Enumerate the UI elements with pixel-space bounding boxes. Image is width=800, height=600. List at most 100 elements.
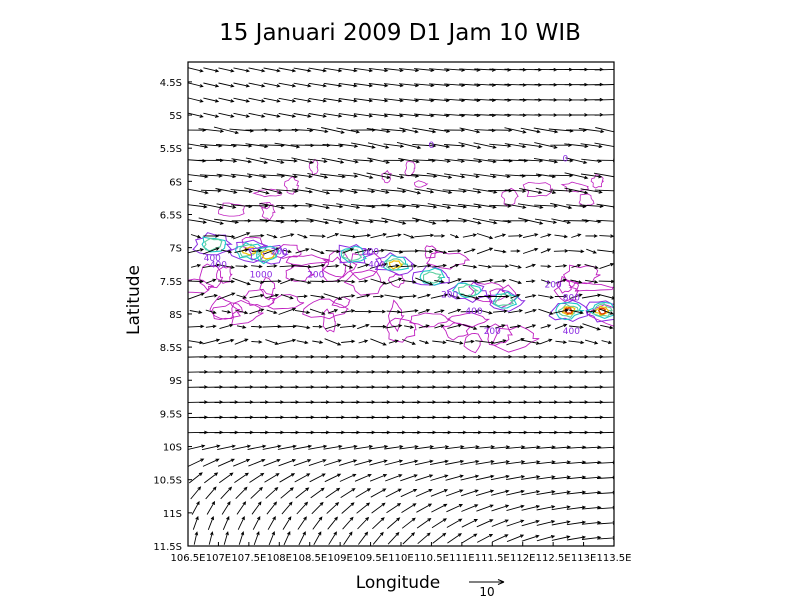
wind-vector bbox=[190, 263, 202, 268]
contour-label: 200 bbox=[545, 280, 562, 290]
wind-vector bbox=[430, 474, 449, 481]
wind-vector bbox=[368, 83, 389, 88]
wind-vector bbox=[383, 113, 404, 118]
wind-vector bbox=[263, 97, 281, 103]
wind-vector bbox=[190, 234, 202, 239]
wind-vector bbox=[308, 444, 328, 450]
wind-vector bbox=[354, 247, 373, 254]
wind-vector bbox=[356, 502, 371, 514]
wind-vector bbox=[428, 128, 451, 133]
wind-vector bbox=[326, 233, 340, 239]
wind-vector bbox=[280, 233, 295, 238]
wind-vector bbox=[521, 519, 540, 527]
wind-vector bbox=[476, 519, 494, 528]
wind-vector bbox=[368, 113, 389, 118]
contour-line bbox=[302, 298, 350, 320]
wind-vector bbox=[415, 249, 434, 254]
wind-vector bbox=[444, 143, 466, 148]
x-tick-label: 112.5E bbox=[536, 553, 571, 564]
wind-vector bbox=[476, 504, 494, 512]
wind-vector bbox=[367, 157, 391, 164]
wind-vector bbox=[353, 98, 374, 103]
contour-line bbox=[522, 181, 554, 197]
contour-line bbox=[242, 288, 276, 308]
wind-vector bbox=[444, 445, 465, 450]
contour-line bbox=[385, 258, 407, 271]
wind-vector bbox=[265, 293, 280, 299]
wind-vector bbox=[219, 472, 234, 484]
wind-vector bbox=[460, 173, 480, 179]
wind-vector bbox=[581, 535, 602, 540]
contour-line bbox=[388, 260, 404, 270]
wind-vector bbox=[594, 99, 614, 101]
wind-vector bbox=[525, 324, 537, 329]
wind-vector bbox=[386, 503, 402, 514]
wind-vector bbox=[293, 82, 312, 88]
wind-vector bbox=[509, 278, 522, 285]
y-tick-label: 10S bbox=[163, 443, 182, 454]
wind-vector bbox=[312, 340, 324, 344]
wind-vector bbox=[342, 248, 355, 254]
wind-vector bbox=[320, 173, 346, 179]
y-tick-label: 8.5S bbox=[160, 343, 182, 354]
wind-vector bbox=[339, 473, 357, 482]
wind-vector bbox=[336, 127, 361, 134]
wind-vector bbox=[584, 339, 599, 345]
wind-vector bbox=[555, 278, 567, 284]
wind-vector bbox=[244, 187, 270, 195]
wind-vector bbox=[221, 310, 232, 314]
contour-line bbox=[494, 293, 515, 307]
wind-vector bbox=[475, 489, 495, 497]
wind-vector bbox=[551, 535, 571, 541]
wind-vector bbox=[218, 82, 235, 88]
wind-vector bbox=[323, 293, 343, 301]
wind-vector bbox=[476, 534, 494, 543]
wind-vector bbox=[448, 249, 462, 253]
wind-vector bbox=[338, 82, 358, 88]
wind-vector bbox=[249, 233, 265, 238]
wind-vector bbox=[263, 82, 281, 88]
wind-vector bbox=[371, 309, 387, 314]
wind-vector bbox=[586, 248, 597, 254]
wind-vector bbox=[232, 277, 251, 286]
wind-vector bbox=[601, 340, 613, 345]
wind-vector bbox=[381, 128, 407, 133]
wind-vector bbox=[327, 516, 338, 530]
wind-vector bbox=[324, 323, 341, 330]
wind-vector bbox=[367, 188, 390, 194]
wind-vector bbox=[207, 515, 215, 530]
wind-vector bbox=[218, 264, 235, 269]
wind-vector bbox=[445, 459, 465, 465]
wind-vector bbox=[188, 174, 209, 179]
wind-vector bbox=[278, 112, 297, 118]
wind-vector bbox=[399, 459, 419, 466]
wind-vector bbox=[338, 67, 358, 73]
wind-vector bbox=[267, 515, 276, 530]
y-tick-label: 10.5S bbox=[153, 476, 182, 487]
wind-vector bbox=[594, 189, 614, 192]
wind-vector bbox=[460, 293, 480, 300]
wind-vector bbox=[266, 233, 278, 239]
wind-vector bbox=[251, 325, 263, 329]
contour-line bbox=[308, 158, 319, 176]
wind-vector bbox=[472, 217, 498, 225]
wind-vector bbox=[215, 188, 238, 194]
wind-vector bbox=[308, 113, 327, 118]
wind-vector bbox=[412, 217, 437, 225]
contour-line bbox=[409, 312, 452, 328]
wind-vector bbox=[508, 309, 524, 314]
contour-line bbox=[591, 303, 613, 317]
contour-line bbox=[322, 308, 336, 333]
wind-vector bbox=[458, 142, 482, 149]
wind-vector bbox=[551, 520, 571, 526]
wind-vector bbox=[461, 519, 479, 528]
wind-vector bbox=[214, 218, 240, 224]
wind-vector bbox=[462, 323, 478, 330]
wind-vector bbox=[326, 264, 340, 268]
wind-vector bbox=[202, 458, 220, 467]
wind-vector bbox=[594, 416, 614, 419]
wind-vector bbox=[324, 279, 342, 283]
wind-vector bbox=[414, 233, 435, 238]
wind-vector bbox=[490, 460, 510, 465]
wind-vector bbox=[276, 189, 299, 193]
